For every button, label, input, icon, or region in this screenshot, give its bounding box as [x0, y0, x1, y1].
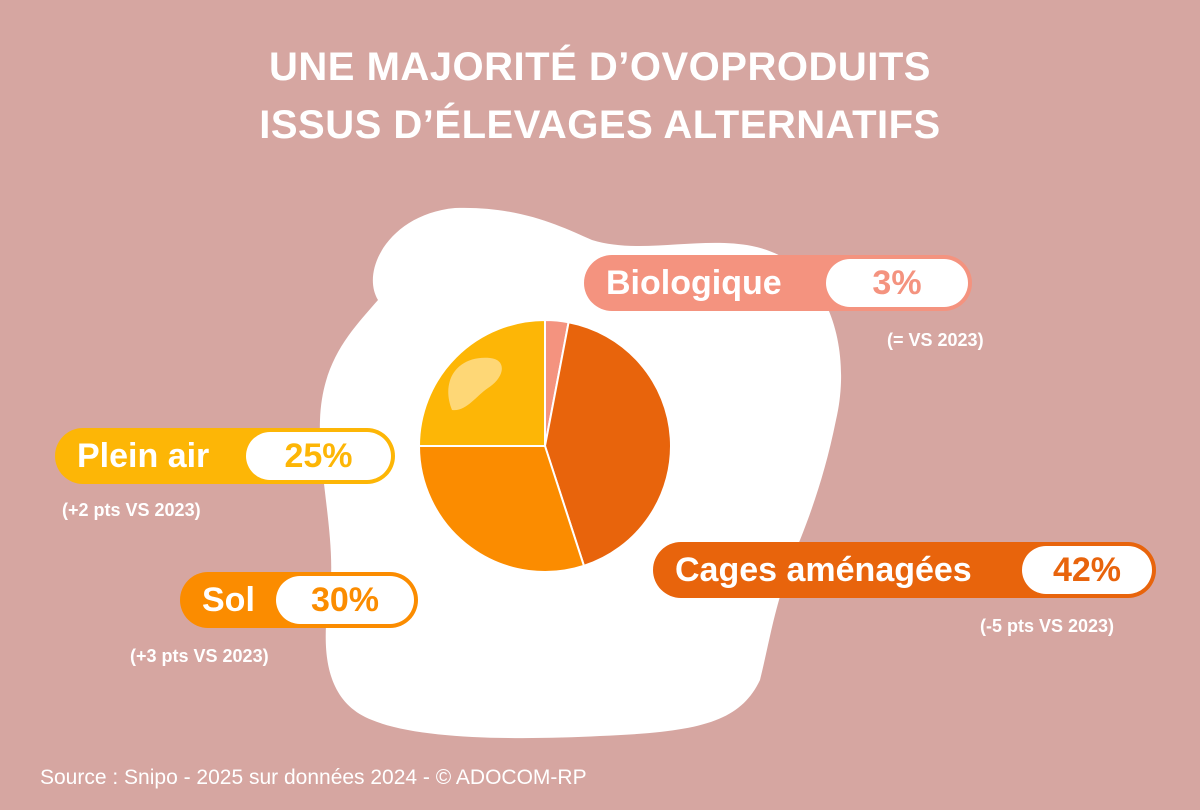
label-cages-amenagees: Cages aménagées 42% [653, 542, 1156, 598]
label-biologique-value: 3% [826, 259, 968, 307]
title-line-2: ISSUS D’ÉLEVAGES ALTERNATIFS [259, 103, 941, 147]
pie-slice-plein-air [417, 318, 546, 447]
pie-slices [417, 318, 672, 573]
label-cages-name: Cages aménagées [675, 550, 972, 589]
note-plein-air: (+2 pts VS 2023) [62, 500, 201, 520]
label-plein-air-name: Plein air [77, 436, 210, 475]
label-sol: Sol 30% [180, 572, 418, 628]
pie-slice-sol [417, 445, 586, 573]
label-biologique: Biologique 3% [584, 255, 972, 311]
note-cages-amenagees: (-5 pts VS 2023) [980, 616, 1115, 636]
label-cages-value: 42% [1022, 546, 1152, 594]
note-sol: (+3 pts VS 2023) [130, 646, 269, 666]
egg-highlight [448, 357, 502, 411]
label-plein-air-value: 25% [246, 432, 391, 480]
label-biologique-name: Biologique [606, 263, 782, 302]
label-sol-value: 30% [276, 576, 414, 624]
source-credit: Source : Snipo - 2025 sur données 2024 -… [40, 766, 587, 789]
page-title: UNE MAJORITÉ D’OVOPRODUITS ISSUS D’ÉLEVA… [0, 38, 1200, 154]
title-line-1: UNE MAJORITÉ D’OVOPRODUITS [269, 45, 931, 89]
pie-slice-cages-am-nag-es [543, 321, 672, 568]
label-plein-air: Plein air 25% [55, 428, 395, 484]
label-sol-name: Sol [202, 580, 255, 619]
note-biologique: (= VS 2023) [887, 330, 984, 350]
